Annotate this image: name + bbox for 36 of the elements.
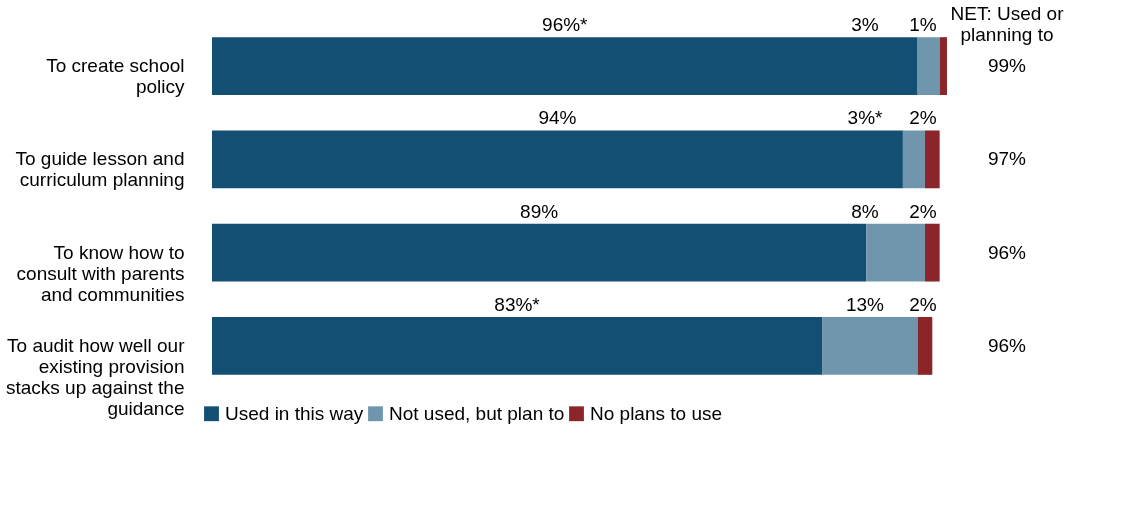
y-tick-label: To guide lesson and curriculum planning — [15, 148, 185, 191]
y-tick-label: To know how to consult with parents and communities — [16, 241, 185, 305]
data-label: 8% — [851, 200, 879, 222]
y-tick-label: To create school policy — [46, 55, 185, 98]
text: 96% — [987, 334, 1027, 356]
bar — [939, 37, 947, 96]
bar — [917, 37, 940, 96]
bar — [212, 223, 867, 282]
legend-label: Used in this way — [225, 402, 364, 424]
bar — [212, 130, 903, 189]
bar — [212, 316, 823, 375]
text: 97% — [987, 148, 1027, 170]
data-label: 2% — [909, 107, 937, 129]
bar — [902, 130, 925, 189]
bar — [924, 223, 940, 282]
data-label: 1% — [909, 14, 937, 36]
data-label: 3% — [851, 14, 879, 36]
data-label: 3%* — [847, 107, 884, 129]
text: 99% — [987, 55, 1027, 77]
bar — [866, 223, 925, 282]
legend-label: Not used, but plan to — [389, 402, 565, 424]
data-label: 96%* — [542, 14, 589, 36]
bar — [212, 37, 918, 96]
text: 96% — [987, 241, 1027, 263]
legend-label: No plans to use — [590, 402, 723, 424]
data-label: 2% — [909, 200, 937, 222]
bar — [924, 130, 940, 189]
data-label: 13% — [845, 293, 885, 315]
bar — [822, 316, 918, 375]
data-label: 2% — [909, 293, 937, 315]
y-tick-label: To audit how well our existing provision stacks up against the guidance — [6, 334, 186, 419]
bar — [917, 316, 933, 375]
text: NET: Used or planning to — [950, 3, 1065, 46]
data-label: 89% — [520, 200, 559, 222]
data-label: 94% — [538, 107, 577, 129]
data-label: 83%* — [494, 293, 541, 315]
